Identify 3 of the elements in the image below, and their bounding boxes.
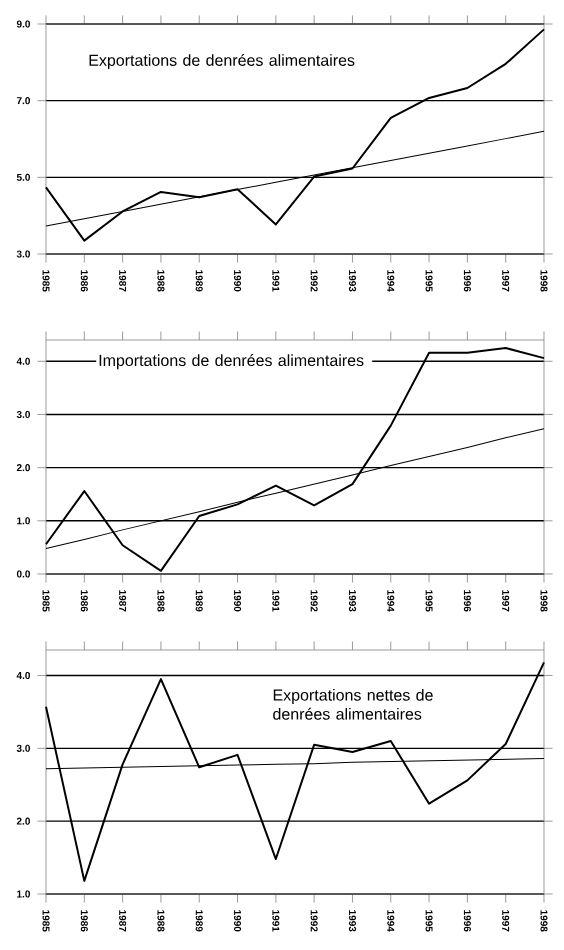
text: Exportations de denrées alimentaires: [89, 53, 355, 70]
text: Exportations nettes de denrées alimentaires: [273, 688, 433, 720]
text: Importations de denrées alimentaires: [99, 354, 364, 370]
